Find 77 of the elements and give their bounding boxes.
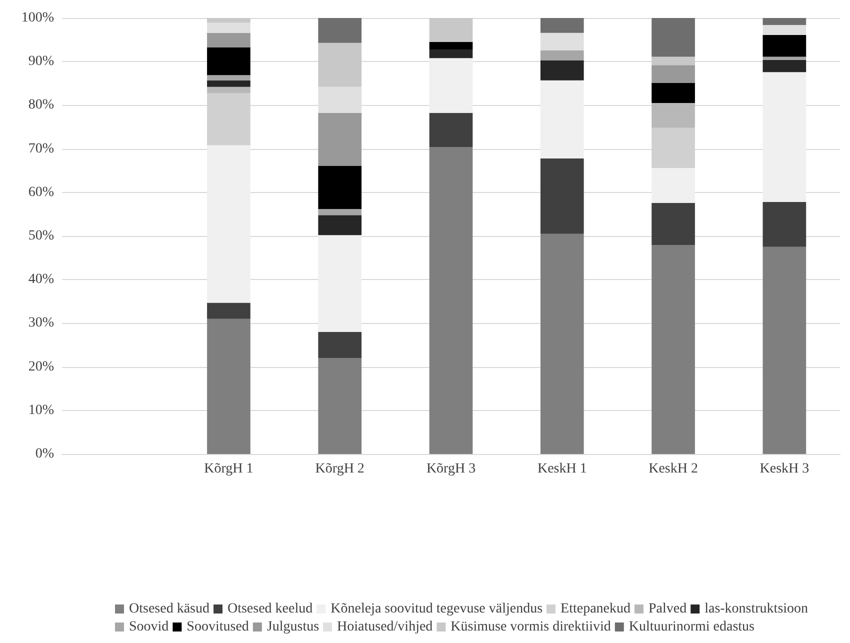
bar <box>318 42 362 87</box>
bar <box>762 246 806 454</box>
bar <box>318 235 362 332</box>
bar <box>207 318 250 454</box>
bar <box>429 18 473 42</box>
bar <box>540 60 584 80</box>
y-tick-label: 80% <box>28 98 54 113</box>
bar <box>318 332 362 358</box>
bar <box>540 80 584 158</box>
x-tick-label: KeskH 3 <box>760 462 810 476</box>
bar <box>207 47 250 76</box>
bar <box>207 22 250 33</box>
bar <box>762 18 806 25</box>
bar <box>762 72 806 202</box>
bar <box>652 65 695 83</box>
bar <box>652 103 695 128</box>
y-tick-label: 50% <box>28 228 54 244</box>
legend-label: Küsimuse vormis direktiivid <box>450 620 611 634</box>
bar <box>207 18 250 23</box>
bar <box>318 18 362 43</box>
bar <box>652 245 695 454</box>
y-tick-label: 70% <box>28 141 54 156</box>
legend-label: Otsesed käsud <box>129 602 210 616</box>
x-tick-label: KeskH 1 <box>537 462 587 476</box>
legend-label: Hoiatused/vihjed <box>337 620 433 634</box>
bar <box>540 234 584 454</box>
x-tick-label: KõrgH 2 <box>315 462 364 476</box>
bar <box>762 24 806 36</box>
bar <box>207 302 250 319</box>
bar <box>652 168 695 203</box>
bar <box>429 50 473 58</box>
x-tick-label: KeskH 2 <box>648 462 698 476</box>
bar <box>429 42 473 50</box>
bar <box>652 18 695 57</box>
bar <box>540 50 584 60</box>
y-tick-label: 40% <box>28 272 54 288</box>
y-tick-label: 100% <box>21 10 54 26</box>
bar <box>318 113 362 166</box>
bar <box>318 358 362 454</box>
bar <box>652 202 695 246</box>
bar <box>652 56 695 66</box>
bar <box>318 166 362 209</box>
y-tick-label: 20% <box>28 359 54 374</box>
y-tick-label: 30% <box>28 316 54 331</box>
legend-label: Ettepanekud <box>560 602 631 616</box>
legend-label: Julgustus <box>266 620 320 634</box>
bar <box>762 56 806 60</box>
bar <box>540 32 584 50</box>
bar <box>429 147 473 454</box>
bar <box>318 208 362 216</box>
legend-label: las-konstruktsioon <box>704 602 808 616</box>
legend-label: Kultuurinormi edastus <box>628 620 754 634</box>
bar <box>429 113 473 148</box>
bar <box>762 35 806 57</box>
x-tick-label: KõrgH 3 <box>426 462 476 476</box>
bar <box>429 58 473 114</box>
bar <box>207 86 250 93</box>
y-tick-label: 60% <box>28 184 54 200</box>
legend-label: Soovitused <box>186 620 249 634</box>
bar <box>207 32 250 48</box>
bar <box>207 75 250 80</box>
bar <box>318 215 362 236</box>
y-tick-label: 90% <box>28 54 54 70</box>
bar <box>762 60 806 72</box>
bar <box>207 145 250 303</box>
bar <box>652 82 695 104</box>
x-tick-label: KõrgH 1 <box>204 462 254 476</box>
bar <box>540 158 584 234</box>
legend-label: Palved <box>648 602 687 616</box>
legend-label: Otsesed keelud <box>227 602 313 616</box>
bar <box>762 202 806 247</box>
legend-label: Kõneleja soovitud tegevuse väljendus <box>330 602 543 616</box>
y-tick-label: 0% <box>35 446 54 462</box>
bar <box>207 80 250 87</box>
y-tick-label: 10% <box>28 402 54 418</box>
legend-label: Soovid <box>129 620 169 634</box>
bar <box>540 18 584 33</box>
